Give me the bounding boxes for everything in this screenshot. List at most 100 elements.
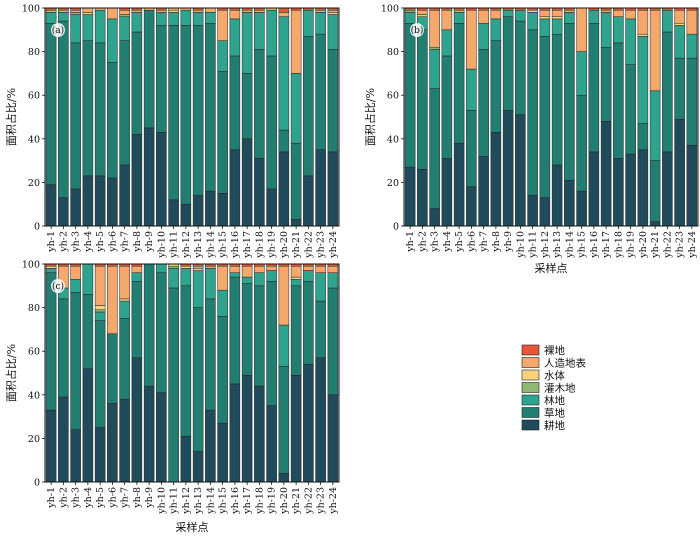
bar-segment-yh-8-林地 xyxy=(131,272,143,282)
bar-segment-yh-22-耕地 xyxy=(303,175,314,227)
legend-label: 水体 xyxy=(544,370,565,382)
bar-segment-yh-20-草地 xyxy=(278,366,290,474)
x-axis-label: 采样点 xyxy=(535,261,568,275)
bar-segment-yh-6-草地 xyxy=(107,62,118,179)
y-tick-label: 100 xyxy=(22,4,40,15)
bar-segment-yh-12-草地 xyxy=(180,285,192,437)
x-tick-label: yh-16 xyxy=(230,487,241,515)
x-tick-label: yh-6 xyxy=(466,231,477,253)
bar-segment-yh-8-耕地 xyxy=(131,134,143,227)
bar-segment-yh-16-人造地表 xyxy=(229,9,241,20)
x-tick-label: yh-3 xyxy=(71,487,82,509)
bar-segment-yh-21-人造地表 xyxy=(290,9,302,74)
bar-segment-yh-6-耕地 xyxy=(107,177,118,227)
bar-segment-yh-3-人造地表 xyxy=(70,9,81,13)
bar-segment-yh-7-林地 xyxy=(478,23,489,50)
bar-segment-yh-22-林地 xyxy=(303,270,314,282)
bar-segment-yh-4-人造地表 xyxy=(441,9,453,31)
bar-segment-yh-17-人造地表 xyxy=(600,9,612,13)
bar-segment-yh-15-人造地表 xyxy=(217,9,228,41)
bar-segment-yh-20-裸地 xyxy=(278,7,290,13)
bar-segment-yh-5-人造地表 xyxy=(94,265,106,306)
bar-segment-yh-24-耕地 xyxy=(327,394,339,483)
bar-segment-yh-15-林地 xyxy=(217,40,228,72)
bar-segment-yh-10-人造地表 xyxy=(156,9,167,13)
bar-segment-yh-13-草地 xyxy=(192,25,204,196)
x-tick-label: yh-14 xyxy=(205,231,216,259)
bar-segment-yh-20-人造地表 xyxy=(278,12,290,17)
bar-segment-yh-9-林地 xyxy=(502,9,514,17)
y-tick-label: 40 xyxy=(28,390,40,401)
bar-segment-yh-21-水体 xyxy=(290,276,302,280)
bar-segment-yh-13-人造地表 xyxy=(192,265,204,269)
x-tick-label: yh-2 xyxy=(58,231,69,253)
bar-segment-yh-13-草地 xyxy=(551,33,563,166)
bar-segment-yh-20-人造地表 xyxy=(637,9,649,35)
bar-segment-yh-2-草地 xyxy=(58,298,69,398)
bar-segment-yh-1-耕地 xyxy=(45,409,57,483)
bar-segment-yh-2-水体 xyxy=(417,14,428,17)
y-tick-label: 80 xyxy=(28,47,40,58)
bar-segment-yh-10-草地 xyxy=(156,25,167,133)
x-axis-label: 采样点 xyxy=(176,520,209,534)
bar-segment-yh-2-人造地表 xyxy=(417,9,428,15)
bar-segment-yh-24-耕地 xyxy=(327,151,339,227)
x-tick-label: yh-23 xyxy=(316,487,327,515)
bar-segment-yh-5-草地 xyxy=(453,23,465,144)
panel-letter-badge xyxy=(410,23,424,37)
plot-frame xyxy=(44,7,340,227)
bar-segment-yh-19-草地 xyxy=(266,281,277,406)
bar-segment-yh-22-耕地 xyxy=(303,364,314,483)
bar-segment-yh-7-耕地 xyxy=(119,164,130,227)
bar-segment-yh-4-草地 xyxy=(441,55,453,159)
x-tick-label: yh-19 xyxy=(267,487,278,515)
legend-swatch xyxy=(521,344,540,356)
x-tick-label: yh-23 xyxy=(316,231,327,259)
bar-segment-yh-24-水体 xyxy=(327,12,339,15)
x-tick-label: yh-13 xyxy=(552,231,563,259)
bar-segment-yh-16-林地 xyxy=(588,9,600,24)
bar-segment-yh-3-耕地 xyxy=(70,188,81,227)
bar-segment-yh-10-耕地 xyxy=(156,132,167,227)
x-tick-label: yh-16 xyxy=(230,231,241,259)
bar-segment-yh-1-草地 xyxy=(404,23,416,168)
bar-segment-yh-1-林地 xyxy=(404,12,416,24)
x-tick-label: yh-7 xyxy=(120,487,131,509)
bar-segment-yh-1-林地 xyxy=(45,268,57,273)
bar-segment-yh-24-林地 xyxy=(686,33,698,59)
x-tick-label: yh-12 xyxy=(181,487,192,515)
bar-segment-yh-16-人造地表 xyxy=(229,265,241,273)
bar-segment-yh-1-耕地 xyxy=(404,166,416,227)
bar-segment-yh-6-耕地 xyxy=(107,403,118,483)
panel-letter-badge xyxy=(51,279,65,293)
bar-segment-yh-17-草地 xyxy=(241,73,253,140)
x-tick-label: yh-21 xyxy=(291,231,302,259)
bar-segment-yh-7-林地 xyxy=(119,16,130,41)
x-tick-label: yh-5 xyxy=(95,487,106,509)
bar-segment-yh-7-水体 xyxy=(119,298,130,302)
bar-segment-yh-10-耕地 xyxy=(515,114,526,227)
bar-segment-yh-11-耕地 xyxy=(168,199,179,227)
bar-segment-yh-15-草地 xyxy=(217,316,228,424)
bar-segment-yh-17-耕地 xyxy=(600,121,612,227)
bar-segment-yh-12-人造地表 xyxy=(539,9,551,17)
bar-segment-yh-18-人造地表 xyxy=(254,9,265,13)
bar-segment-yh-3-耕地 xyxy=(429,208,440,227)
bar-segment-yh-4-人造地表 xyxy=(82,7,94,13)
bar-segment-yh-3-耕地 xyxy=(70,429,81,483)
x-tick-label: yh-6 xyxy=(107,487,118,509)
bar-segment-yh-18-草地 xyxy=(254,285,265,387)
x-tick-label: yh-20 xyxy=(279,487,290,515)
bar-segment-yh-17-人造地表 xyxy=(241,265,253,278)
bar-segment-yh-21-草地 xyxy=(649,160,661,222)
bar-segment-yh-10-耕地 xyxy=(156,392,167,483)
bar-segment-yh-8-林地 xyxy=(131,12,143,33)
bar-segment-yh-14-人造地表 xyxy=(205,265,216,269)
bar-segment-yh-23-耕地 xyxy=(315,357,326,483)
y-tick-label: 20 xyxy=(28,178,40,189)
bar-segment-yh-16-林地 xyxy=(229,18,241,57)
bar-segment-yh-15-人造地表 xyxy=(217,265,228,291)
bar-segment-yh-22-草地 xyxy=(662,31,673,153)
bar-segment-yh-8-草地 xyxy=(490,40,502,133)
x-tick-label: yh-21 xyxy=(650,231,661,259)
